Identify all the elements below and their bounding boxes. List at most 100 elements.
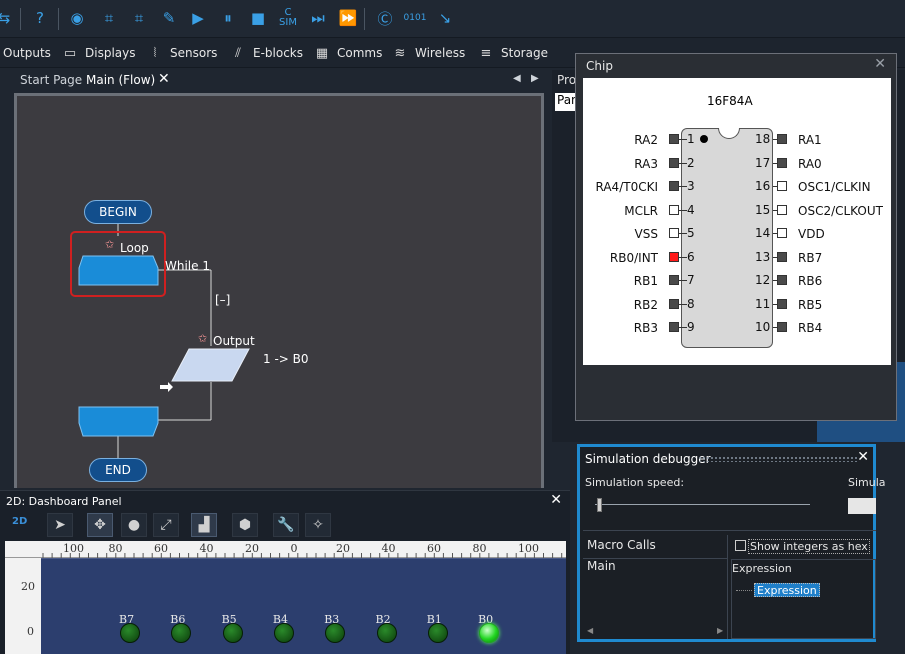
tab-start-page[interactable]: Start Page xyxy=(20,73,83,87)
pin-label: OSC2/CLKOUT xyxy=(798,203,883,218)
show-hex-checkbox[interactable] xyxy=(735,540,746,551)
properties-input[interactable]: Pan xyxy=(555,93,577,111)
chip-view: 16F84A RA2 1 RA3 2 RA4/T0CKI 3 MCLR 4 VSS 5 RB0/IN… xyxy=(583,78,891,365)
pin-label: RB7 xyxy=(798,250,823,265)
category-outputs[interactable]: Outputs xyxy=(3,44,51,62)
wrench-icon[interactable]: 🔧 xyxy=(273,513,299,537)
flowchart-canvas[interactable]: BEGIN ✩ Loop While 1 [–] ✩ Output 1 -> B… xyxy=(17,96,541,488)
led-indicator[interactable] xyxy=(325,623,346,643)
layer-icon[interactable]: ▟ xyxy=(191,513,217,537)
led-indicator[interactable] xyxy=(479,623,500,643)
pin-indicator[interactable] xyxy=(669,322,679,332)
debug-icon[interactable]: ✎ xyxy=(162,9,176,27)
show-hex-label[interactable]: Show integers as hex xyxy=(748,539,870,554)
pin-indicator[interactable] xyxy=(669,157,679,168)
cube-icon[interactable]: ⬢ xyxy=(232,513,258,537)
simulation-debugger-window: Simulation debugger ✕ Simulation speed: … xyxy=(577,444,886,642)
star-icon: ✩ xyxy=(198,332,208,345)
led-indicator[interactable] xyxy=(120,623,140,643)
tab-scroll-left-icon[interactable]: ◀ xyxy=(513,73,521,84)
pin-indicator[interactable] xyxy=(669,228,679,238)
category-storage[interactable]: ≡ Storage xyxy=(476,44,548,62)
sim-step-icon[interactable]: C SIM xyxy=(276,6,300,30)
play-icon[interactable]: ▶ xyxy=(192,9,204,27)
code-icon[interactable]: Ⓒ xyxy=(377,9,393,28)
help-icon[interactable]: ? xyxy=(36,9,44,27)
tab-main-flow[interactable]: Main (Flow) xyxy=(86,73,156,87)
fast-forward-icon[interactable]: ⏩ xyxy=(338,9,358,27)
category-eblocks[interactable]: ⫽ E-blocks xyxy=(228,44,303,62)
category-sensors[interactable]: ⦚ Sensors xyxy=(145,44,218,62)
pin-indicator[interactable] xyxy=(777,134,787,144)
binary-icon[interactable]: 0101 xyxy=(403,13,427,23)
flowchart-frame: BEGIN ✩ Loop While 1 [–] ✩ Output 1 -> B… xyxy=(14,93,544,488)
sim-close-icon[interactable]: ✕ xyxy=(857,449,869,465)
sim-speed-thumb[interactable] xyxy=(597,498,602,512)
macro-call-main[interactable]: Main xyxy=(587,559,616,573)
pin-indicator[interactable] xyxy=(669,204,679,215)
led-indicator[interactable] xyxy=(376,623,397,643)
pointer-icon[interactable]: ➤ xyxy=(47,513,73,537)
scroll-left-icon[interactable]: ◀ xyxy=(587,626,594,635)
pin-indicator[interactable] xyxy=(777,298,787,309)
led-label: B2 xyxy=(375,613,391,626)
dashboard-title: 2D: Dashboard Panel xyxy=(6,495,122,508)
sim-speed-label: Simulation speed: xyxy=(585,476,685,489)
begin-terminal[interactable]: BEGIN xyxy=(84,200,152,224)
sim-speed-box[interactable] xyxy=(848,498,876,514)
ruler-top-label: 40 xyxy=(199,542,214,555)
chip-close-icon[interactable]: ✕ xyxy=(874,56,886,72)
expression-item[interactable]: Expression xyxy=(754,583,820,597)
stop-icon[interactable]: ■ xyxy=(250,9,266,27)
pin-number: 2 xyxy=(687,155,695,170)
pin-indicator[interactable] xyxy=(669,181,679,191)
sim-right-label: Simula xyxy=(848,476,886,489)
pin-indicator[interactable] xyxy=(669,298,679,309)
sphere-icon[interactable]: ● xyxy=(121,513,147,537)
pin-indicator[interactable] xyxy=(669,134,679,144)
step-into-icon[interactable]: ⏭ xyxy=(311,9,325,27)
pin-indicator[interactable] xyxy=(777,275,787,285)
scroll-right-icon[interactable]: ▶ xyxy=(717,626,724,635)
pin-indicator[interactable] xyxy=(777,204,787,215)
category-displays[interactable]: ▭ Displays xyxy=(60,44,136,62)
while-label: While 1 xyxy=(165,259,210,273)
lcd-icon[interactable]: ⌗ xyxy=(104,9,114,27)
paint-icon[interactable]: ✧ xyxy=(305,513,331,537)
tab-scroll-right-icon[interactable]: ▶ xyxy=(531,73,539,84)
pin-indicator[interactable] xyxy=(777,228,787,238)
sdf-icon[interactable]: ⌗ xyxy=(134,9,144,27)
ruler-left-label: 20 xyxy=(21,580,35,593)
pin-number: 8 xyxy=(687,296,695,311)
pin-indicator[interactable] xyxy=(777,251,787,262)
led-indicator[interactable] xyxy=(171,623,192,643)
pin-indicator[interactable] xyxy=(777,181,787,191)
pin-label: MCLR xyxy=(624,203,658,218)
led-indicator[interactable] xyxy=(273,623,294,643)
pin-indicator[interactable] xyxy=(777,322,787,332)
led-label: B3 xyxy=(324,613,340,626)
category-wireless[interactable]: ≋ Wireless xyxy=(390,44,466,62)
export-icon[interactable]: ↘ xyxy=(438,9,452,27)
category-comms[interactable]: ▦ Comms xyxy=(312,44,383,62)
pause-icon[interactable]: ⏸ xyxy=(224,9,232,27)
led-label: B6 xyxy=(170,613,186,626)
category-label: Storage xyxy=(501,46,548,60)
arrow-icon[interactable]: ⇆ xyxy=(0,9,11,27)
view-icon[interactable]: ◉ xyxy=(70,9,84,27)
sim-speed-track[interactable] xyxy=(595,504,810,505)
title-grip[interactable] xyxy=(698,456,858,462)
led-indicator[interactable] xyxy=(222,623,243,643)
resize-icon[interactable]: ⤢ xyxy=(153,513,179,537)
pin-indicator[interactable] xyxy=(669,251,679,262)
pin-indicator[interactable] xyxy=(669,275,679,285)
category-label: Sensors xyxy=(170,46,218,60)
led-indicator[interactable] xyxy=(427,623,448,643)
pin-indicator[interactable] xyxy=(777,157,787,168)
move-icon[interactable]: ✥ xyxy=(87,513,113,537)
tab-close-icon[interactable]: ✕ xyxy=(158,71,170,87)
pin-label: RA2 xyxy=(634,133,658,147)
end-terminal[interactable]: END xyxy=(89,458,147,482)
collapse-toggle[interactable]: [–] xyxy=(215,293,231,307)
dashboard-close-icon[interactable]: ✕ xyxy=(550,492,562,508)
